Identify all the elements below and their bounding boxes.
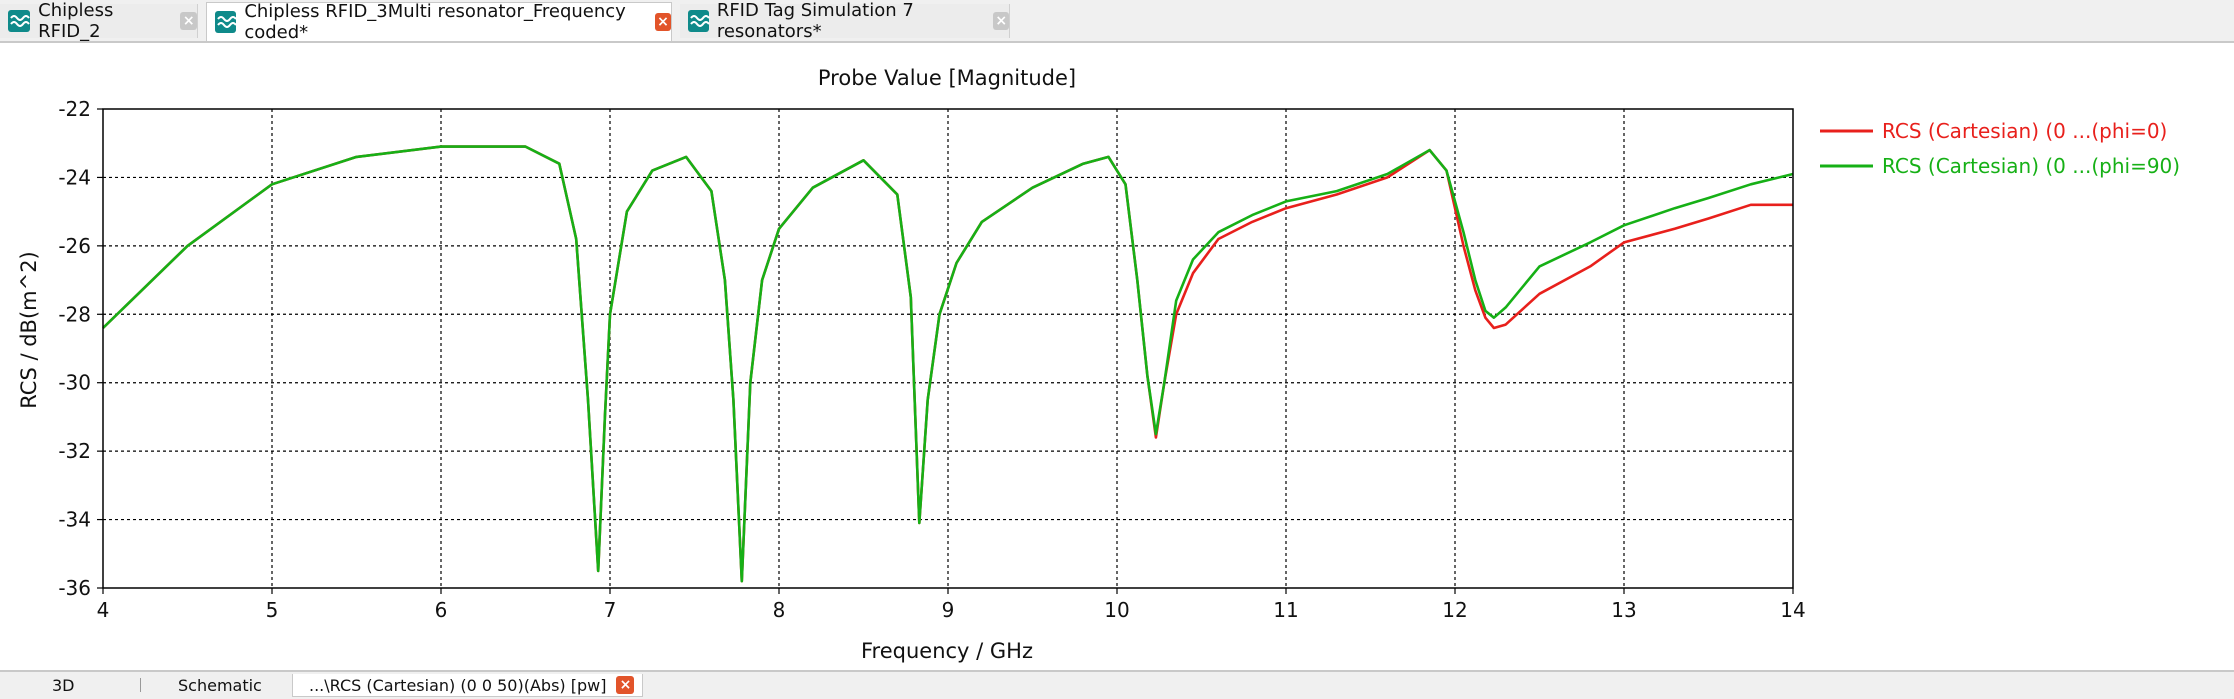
tab-label: Chipless RFID_3Multi resonator_Frequency… [244, 1, 626, 43]
x-tick-label: 12 [1442, 598, 1467, 622]
view-tab-bar: 3D Schematic ...\RCS (Cartesian) (0 0 50… [0, 670, 2234, 699]
legend-label: RCS (Cartesian) (0 ...(phi=90) [1882, 154, 2180, 178]
x-tick-label: 11 [1273, 598, 1298, 622]
waveform-icon [688, 10, 710, 32]
y-tick-label: -26 [58, 234, 91, 258]
y-tick-label: -36 [58, 576, 91, 600]
tab-chipless-rfid-2[interactable]: Chipless RFID_2 × [0, 0, 198, 42]
y-axis-label: RCS / dB(m^2) [17, 251, 41, 409]
x-tick-label: 5 [266, 598, 279, 622]
waveform-icon [215, 11, 237, 33]
series-line-1 [102, 145, 1794, 583]
x-tick-label: 13 [1611, 598, 1636, 622]
y-tick-label: -30 [58, 371, 91, 395]
close-icon[interactable]: × [180, 12, 197, 30]
tab-rfid-tag-simulation[interactable]: RFID Tag Simulation 7 resonators* × [680, 0, 1010, 42]
grid [103, 109, 1793, 588]
x-tick-label: 14 [1780, 598, 1805, 622]
y-tick-label: -22 [58, 97, 91, 121]
x-tick-label: 4 [97, 598, 110, 622]
x-tick-label: 9 [942, 598, 955, 622]
plot-area [102, 108, 1794, 589]
document-tab-bar: Chipless RFID_2 × Chipless RFID_3Multi r… [0, 0, 2234, 43]
close-icon[interactable]: × [993, 12, 1010, 30]
waveform-icon [8, 10, 31, 32]
close-icon[interactable]: × [655, 13, 671, 31]
rcs-chart: Probe Value [Magnitude] 4 5 6 7 8 9 10 11 12 13 14… [17, 66, 2180, 663]
y-tick-label: -28 [58, 302, 91, 326]
y-tick-label: -24 [58, 165, 91, 189]
y-tick-label: -32 [58, 439, 91, 463]
tab-chipless-rfid-3-multi-resonator[interactable]: Chipless RFID_3Multi resonator_Frequency… [206, 1, 672, 43]
x-tick-label: 6 [435, 598, 448, 622]
tab-label: 3D [52, 676, 75, 695]
chart-title: Probe Value [Magnitude] [818, 66, 1076, 90]
y-tick-label: -34 [58, 508, 91, 532]
tab-label: RFID Tag Simulation 7 resonators* [716, 0, 914, 42]
tab-label: Chipless RFID_2 [38, 0, 114, 42]
tick-labels: 4 5 6 7 8 9 10 11 12 13 14 -22 -24 -26 -28 -30 -32 -34 -36 [58, 97, 1805, 622]
tab-label: Schematic [178, 676, 262, 695]
legend-label: RCS (Cartesian) (0 ...(phi=0) [1882, 119, 2167, 143]
legend: RCS (Cartesian) (0 ...(phi=0) RCS (Cartes… [1820, 119, 2180, 178]
x-tick-label: 10 [1104, 598, 1129, 622]
close-icon[interactable]: × [616, 676, 635, 694]
tab-separator [140, 678, 141, 692]
tab-schematic[interactable]: Schematic [178, 674, 262, 697]
tab-rcs-cartesian[interactable]: ...\RCS (Cartesian) (0 0 50)(Abs) [pw] × [292, 674, 644, 697]
x-tick-label: 8 [773, 598, 786, 622]
tab-3d[interactable]: 3D [52, 674, 75, 697]
series-layer [102, 145, 1794, 583]
x-tick-label: 7 [604, 598, 617, 622]
tab-label: ...\RCS (Cartesian) (0 0 50)(Abs) [pw] [309, 675, 607, 695]
x-axis-label: Frequency / GHz [861, 639, 1033, 663]
